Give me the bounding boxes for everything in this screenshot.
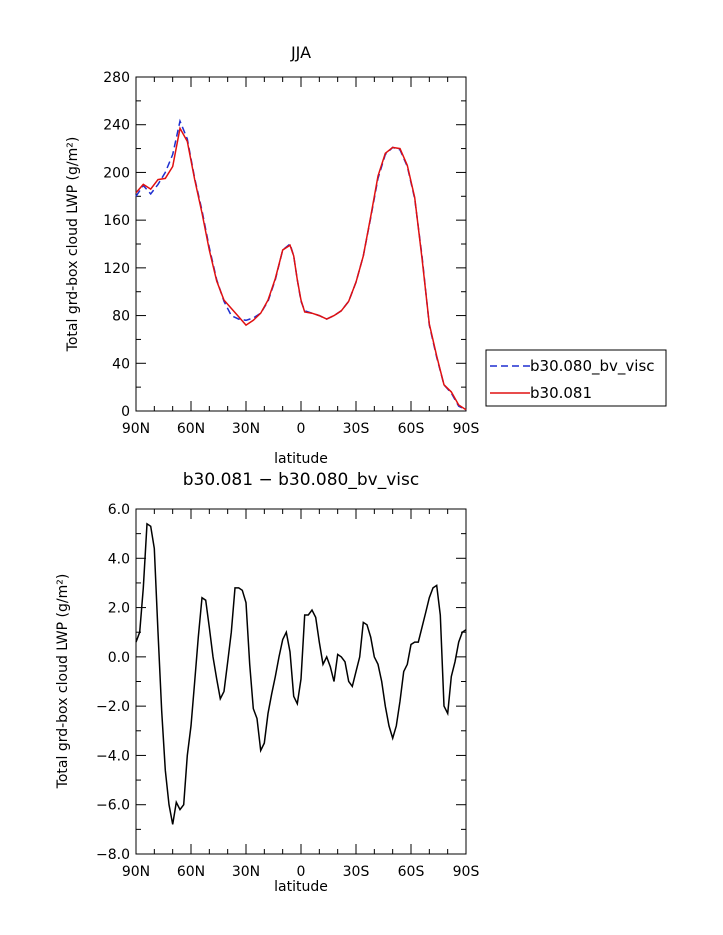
x-tick-label: 60S: [398, 864, 425, 880]
tick-labels: 90N 60N 30N 0 30S 60S 90S 0 40 80 120 160 200 240 280: [103, 70, 479, 437]
series-line-difference: [135, 522, 467, 825]
y-tick-label: 40: [112, 356, 130, 372]
y-axis-label: Total grd-box cloud LWP (g/m²): [65, 137, 81, 353]
y-tick-label: 6.0: [108, 502, 130, 518]
y-tick-label: 4.0: [108, 551, 130, 567]
x-tick-label: 30S: [343, 421, 370, 437]
x-tick-label: 60S: [398, 421, 425, 437]
y-tick-label: 2.0: [108, 601, 130, 617]
y-tick-label: 120: [103, 261, 130, 277]
legend: b30.080_bv_visc b30.081: [485, 349, 667, 407]
x-tick-label: 90N: [122, 421, 150, 437]
y-tick-label: 280: [103, 70, 130, 86]
legend-label-b30-080-bv-visc: b30.080_bv_visc: [530, 357, 655, 376]
x-tick-label: 90S: [453, 421, 480, 437]
y-tick-label: −8.0: [96, 847, 130, 863]
tick-labels: 90N 60N 30N 0 30S 60S 90S −8.0 −6.0 −4.0 −2.0 0.0 2.…: [96, 502, 479, 880]
chart-difference: b30.081 − b30.080_bv_visc 90N 60N 30N 0 30S 6…: [55, 470, 479, 895]
y-tick-label: 0.0: [108, 650, 130, 666]
y-tick-label: −6.0: [96, 798, 130, 814]
x-tick-label: 30S: [343, 864, 370, 880]
chart-title: b30.081 − b30.080_bv_visc: [183, 470, 419, 490]
y-tick-label: 240: [103, 118, 130, 134]
series-line-b30-080-bv-visc: [135, 118, 467, 411]
y-tick-label: 160: [103, 213, 130, 229]
x-axis-label: latitude: [274, 879, 328, 895]
series-lines: [135, 522, 467, 825]
y-tick-label: 200: [103, 165, 130, 181]
series-line-b30-081: [135, 126, 467, 411]
x-tick-label: 0: [297, 864, 306, 880]
y-axis-label: Total grd-box cloud LWP (g/m²): [55, 574, 71, 790]
chart-jja: JJA 90N 60N 30N 0 30S 60S 90S 0 40 80 120 160 200 240…: [65, 43, 667, 467]
axis-ticks: [135, 76, 467, 412]
plot-frame: [135, 76, 467, 412]
y-tick-label: −4.0: [96, 748, 130, 764]
y-tick-label: 0: [121, 404, 130, 420]
axis-ticks: [135, 508, 467, 855]
x-axis-label: latitude: [274, 451, 328, 467]
x-tick-label: 60N: [177, 421, 205, 437]
legend-label-b30-081: b30.081: [530, 384, 592, 402]
legend-box: [485, 349, 667, 407]
y-tick-label: 80: [112, 309, 130, 325]
x-tick-label: 60N: [177, 864, 205, 880]
x-tick-label: 90N: [122, 864, 150, 880]
x-tick-label: 0: [297, 421, 306, 437]
x-tick-label: 30N: [232, 864, 260, 880]
x-tick-label: 90S: [453, 864, 480, 880]
chart-title: JJA: [290, 43, 311, 62]
series-lines: [135, 118, 467, 411]
x-tick-label: 30N: [232, 421, 260, 437]
y-tick-label: −2.0: [96, 699, 130, 715]
